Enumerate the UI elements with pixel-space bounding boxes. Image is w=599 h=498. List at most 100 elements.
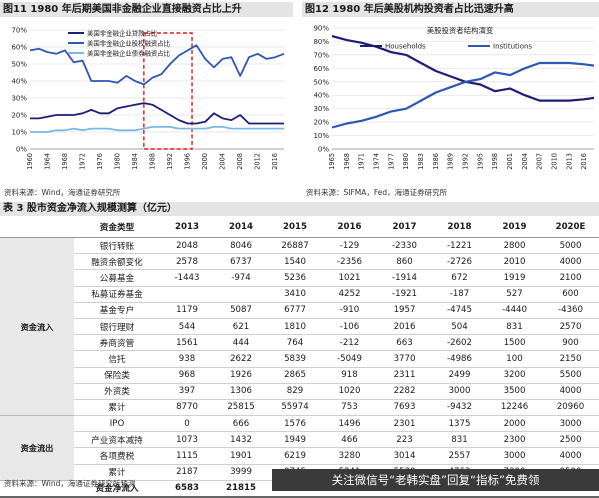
table-cell: 5500 — [542, 367, 599, 384]
series-line-2 — [29, 44, 285, 86]
table-cell: 55974 — [268, 399, 322, 417]
x-tick-label: 1980 — [114, 153, 122, 170]
y-tick-label: 70% — [11, 27, 27, 35]
table-cell: 2500 — [542, 431, 599, 449]
table-cell: 2010 — [487, 253, 542, 271]
table-row: 各项费税 1115 1901 6219 3280 3014 2557 3000 4000 — [0, 447, 599, 465]
table-cell: 2570 — [542, 318, 599, 336]
table-cell: 1561 — [160, 334, 214, 352]
table-cell: 831 — [487, 318, 542, 336]
row-label-cell: 信托 — [74, 350, 160, 368]
table-cell: -2330 — [377, 237, 432, 255]
y-tick-label: 60% — [313, 65, 329, 73]
table-cell: -187 — [432, 286, 487, 303]
table-cell: -129 — [322, 237, 377, 255]
table-cell: 397 — [160, 383, 214, 400]
table-cell: -2356 — [322, 253, 377, 271]
table-cell: 1021 — [322, 269, 377, 287]
x-tick-label: 1971 — [358, 153, 366, 170]
table-cell: 1540 — [268, 253, 322, 271]
table-cell: 2622 — [214, 350, 268, 368]
legend-label: 美国非金融企业债券融资占比 — [87, 49, 171, 58]
table-row: 基金专户 1179 5087 6777 -910 1957 -4745 -4440 -4360 — [0, 302, 599, 319]
table-cell: -212 — [322, 334, 377, 352]
fig12-source: 资料来源：SIFMA，Fed，海通证券研究所 — [306, 188, 448, 197]
x-tick-label: 1996 — [184, 153, 192, 170]
x-tick-label: 2013 — [565, 153, 573, 170]
table-cell: 938 — [160, 350, 214, 368]
fig11-title: 图11 1980 年后期美国非金融企业直接融资占比上升 — [0, 2, 293, 17]
table-header-cell: 2020E — [542, 217, 599, 238]
table-cell: 1496 — [322, 415, 377, 433]
x-tick-label: 1992 — [166, 153, 174, 170]
fund-flow-table: 资金类型 2013 2014 2015 2016 2017 2018 2019 2020E 资金… — [0, 217, 599, 498]
row-label-cell: 私募证券基金 — [74, 286, 160, 303]
fig12-chart: 0% 10% 20% 30% 40% 50% 60% 70% 80% 90% 1965 1968 197… — [313, 25, 595, 170]
x-tick-label: 2012 — [254, 153, 262, 170]
table-cell: 1901 — [214, 447, 268, 465]
y-tick-label: 40% — [313, 92, 329, 100]
table-row: 产业资本减持 1073 1432 1949 466 223 831 2300 2500 — [0, 431, 599, 449]
table-cell: 4000 — [542, 383, 599, 400]
x-tick-label: 1989 — [447, 153, 455, 170]
x-tick-label: 1995 — [476, 153, 484, 170]
table-cell: 444 — [214, 334, 268, 352]
row-label-cell: 融资余额变化 — [74, 253, 160, 271]
table-cell: 5087 — [214, 302, 268, 319]
table-header-cell: 2016 — [322, 217, 377, 238]
highlight-box — [143, 32, 193, 150]
table-source: 资料来源：Wind，海通证券研究所预测 — [4, 479, 136, 488]
x-tick-label: 2007 — [536, 153, 544, 170]
table-cell: -1443 — [160, 269, 214, 287]
y-tick-label: 50% — [11, 61, 27, 69]
table-header-cell: 2013 — [160, 217, 214, 238]
y-tick-label: 20% — [313, 119, 329, 127]
table-cell: 3770 — [377, 350, 432, 368]
table-cell: 6737 — [214, 253, 268, 271]
table-cell: 1576 — [268, 415, 322, 433]
table-cell: 831 — [432, 431, 487, 449]
x-tick-label: 1992 — [461, 153, 469, 170]
x-tick-label: 2008 — [236, 153, 244, 170]
row-label-cell: 银行理财 — [74, 318, 160, 336]
table-row: 外资类 397 1306 829 1020 2282 3000 3500 4000 — [0, 383, 599, 400]
table-cell: 3200 — [487, 367, 542, 384]
table-cell: 8046 — [214, 237, 268, 255]
x-tick-label: 1960 — [26, 153, 34, 170]
table-cell — [214, 286, 268, 303]
table-cell: 1810 — [268, 318, 322, 336]
table-cell: 2800 — [487, 237, 542, 255]
table-row: 公募基金 -1443 -974 5236 1021 -1914 672 1919 2100 — [0, 269, 599, 287]
row-label-cell: 累计 — [74, 399, 160, 417]
table-cell: 12246 — [487, 399, 542, 417]
row-label-cell: 公募基金 — [74, 269, 160, 287]
table-cell: 3014 — [377, 447, 432, 465]
table-cell: 1073 — [160, 431, 214, 449]
row-label-cell: 银行转账 — [74, 237, 160, 255]
fig12-title: 图12 1980 年后美股机构投资者占比迅速升高 — [302, 2, 599, 17]
row-label-cell: 各项费税 — [74, 447, 160, 465]
row-label-cell: 外资类 — [74, 383, 160, 400]
row-label-cell: 券商资管 — [74, 334, 160, 352]
total-cell: 21815 — [214, 480, 268, 498]
table-row: 融资余额变化 2578 6737 1540 -2356 860 -2726 2010 4000 — [0, 253, 599, 271]
table-cell: 26887 — [268, 237, 322, 255]
table-cell: 600 — [542, 286, 599, 303]
table-header-cell: 2019 — [487, 217, 542, 238]
table-cell — [160, 286, 214, 303]
table-cell: 663 — [377, 334, 432, 352]
table-cell: 2282 — [377, 383, 432, 400]
table-header-corner — [0, 217, 74, 238]
table-cell: 672 — [432, 269, 487, 287]
table-header-row: 资金类型 2013 2014 2015 2016 2017 2018 2019 2020E — [0, 217, 599, 238]
table-cell: 2000 — [487, 415, 542, 433]
table-row: 私募证券基金 3410 4252 -1921 -187 527 600 — [0, 286, 599, 303]
y-tick-label: 40% — [11, 78, 27, 86]
table-cell: 860 — [377, 253, 432, 271]
table-cell: -1914 — [377, 269, 432, 287]
table-cell: 1179 — [160, 302, 214, 319]
y-tick-label: 10% — [313, 132, 329, 140]
series-line-3 — [30, 126, 284, 133]
table-cell: -4360 — [542, 302, 599, 319]
legend-label: Institutions — [493, 43, 532, 51]
